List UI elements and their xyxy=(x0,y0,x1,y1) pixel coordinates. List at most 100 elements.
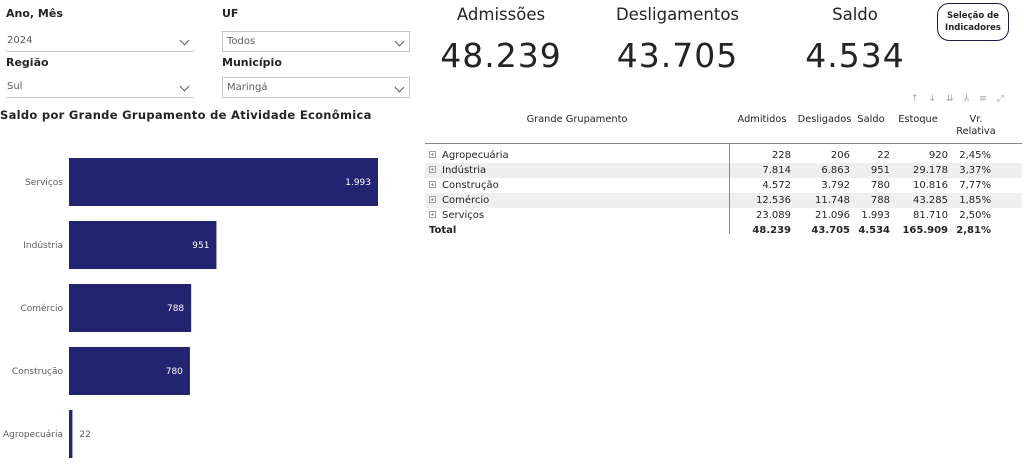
header-variacao-relativa[interactable]: Vr. Relativa xyxy=(948,108,1004,143)
header-grande-grupamento[interactable]: Grande Grupamento xyxy=(526,114,628,125)
slicer-ano-mes-dropdown[interactable]: 2024 xyxy=(6,31,194,52)
chevron-down-icon xyxy=(179,35,190,46)
header-variacao-line2: Relativa xyxy=(956,126,996,137)
cell-grupamento-text: Agropecuária xyxy=(442,150,509,161)
header-desligados[interactable]: Desligados xyxy=(797,114,852,125)
cell-grupamento: Total xyxy=(425,223,729,238)
kpi-saldo: Saldo 4.534 xyxy=(790,5,920,75)
saldo-bar-chart: Serviços 1.993 Indústria 951 Comércio 788 Cons… xyxy=(3,158,378,458)
bar-0[interactable] xyxy=(69,158,378,206)
cell-variacao: 7,77% xyxy=(959,180,991,191)
data-label: 1.993 xyxy=(345,178,371,188)
cell-grupamento: Indústria xyxy=(425,163,729,178)
slicer-regiao-dropdown[interactable]: Sul xyxy=(6,77,194,98)
table-row[interactable]: Serviços 23.089 21.096 1.993 81.710 2,50% xyxy=(425,208,1022,223)
category-label: Construção xyxy=(12,367,64,377)
slicer-municipio-value: Maringá xyxy=(227,82,268,93)
header-estoque[interactable]: Estoque xyxy=(898,114,938,125)
double-arrow-down-icon[interactable]: ⇊ xyxy=(946,94,954,104)
slicer-municipio-dropdown[interactable]: Maringá xyxy=(222,77,410,98)
data-label: 780 xyxy=(166,367,183,377)
cell-grupamento: Serviços xyxy=(425,208,729,223)
header-admitidos[interactable]: Admitidos xyxy=(737,114,787,125)
kpi-desligamentos: Desligamentos 43.705 xyxy=(600,5,755,75)
slicer-regiao: Região Sul xyxy=(6,55,194,98)
table-row[interactable]: Comércio 12.536 11.748 788 43.285 1,85% xyxy=(425,193,1022,208)
cell-variacao: 2,81% xyxy=(956,225,991,236)
matrix-body: Agropecuária 228 206 22 920 2,45% Indústria 7.8… xyxy=(425,144,1022,238)
kpi-desligamentos-label: Desligamentos xyxy=(615,5,740,24)
cell-grupamento: Construção xyxy=(425,178,729,193)
kpi-desligamentos-value: 43.705 xyxy=(616,36,739,75)
cell-desligados: 11.748 xyxy=(815,195,850,206)
cell-estoque: 29.178 xyxy=(913,165,948,176)
cell-admitidos: 4.572 xyxy=(762,180,791,191)
cell-grupamento-text: Construção xyxy=(442,180,499,191)
slicer-uf-label: UF xyxy=(222,7,239,20)
expand-hierarchy-icon[interactable]: ⅄ xyxy=(963,94,970,104)
cell-grupamento-text: Total xyxy=(429,225,457,236)
selecao-indicadores-line1: Seleção de xyxy=(947,11,999,21)
cell-variacao: 3,37% xyxy=(959,165,991,176)
category-label: Indústria xyxy=(23,241,63,251)
bar-2[interactable] xyxy=(69,284,192,332)
category-label: Comércio xyxy=(20,303,63,314)
cell-estoque: 165.909 xyxy=(902,225,948,236)
bar-4[interactable] xyxy=(69,410,73,458)
slicer-regiao-label: Região xyxy=(6,56,49,69)
cell-saldo: 951 xyxy=(870,165,890,176)
focus-mode-icon[interactable]: ⤢ xyxy=(996,94,1004,104)
table-row[interactable]: Construção 4.572 3.792 780 10.816 7,77% xyxy=(425,178,1022,193)
matrix-header: Grande Grupamento Admitidos Desligados S… xyxy=(425,108,1022,144)
cell-grupamento-text: Indústria xyxy=(442,165,487,176)
expand-plus-icon[interactable] xyxy=(429,196,436,203)
slicer-ano-mes-label: Ano, Mês xyxy=(6,7,63,20)
kpi-admissoes-value: 48.239 xyxy=(440,36,562,75)
cell-variacao: 2,50% xyxy=(959,210,991,221)
cell-admitidos: 7.814 xyxy=(762,165,791,176)
bar-3[interactable] xyxy=(69,347,190,395)
expand-plus-icon[interactable] xyxy=(429,151,436,158)
cell-grupamento: Agropecuária xyxy=(425,148,729,163)
data-label: 951 xyxy=(192,241,209,251)
table-row[interactable]: Agropecuária 228 206 22 920 2,45% xyxy=(425,148,1022,163)
chevron-down-icon xyxy=(394,82,405,93)
selecao-indicadores-line2: Indicadores xyxy=(945,23,1001,33)
cell-admitidos: 48.239 xyxy=(752,225,791,236)
cell-grupamento: Comércio xyxy=(425,193,729,208)
data-label: 22 xyxy=(79,430,90,440)
selecao-indicadores-button[interactable]: Seleção de Indicadores xyxy=(937,3,1009,41)
cell-grupamento-text: Comércio xyxy=(442,195,490,206)
cell-admitidos: 23.089 xyxy=(756,210,791,221)
table-row[interactable]: Indústria 7.814 6.863 951 29.178 3,37% xyxy=(425,163,1022,178)
slicer-municipio-label: Município xyxy=(222,56,282,69)
matrix-divider xyxy=(729,144,730,234)
table-total-row[interactable]: Total 48.239 43.705 4.534 165.909 2,81% xyxy=(425,223,1022,238)
slicer-ano-mes-value: 2024 xyxy=(7,35,33,46)
cell-estoque: 920 xyxy=(928,150,948,161)
slicer-uf-dropdown[interactable]: Todos xyxy=(222,31,410,52)
slicer-regiao-value: Sul xyxy=(7,81,23,92)
header-saldo[interactable]: Saldo xyxy=(857,114,885,125)
arrow-down-icon[interactable]: ↓ xyxy=(928,94,937,104)
chevron-down-icon xyxy=(179,81,190,92)
category-label: Agropecuária xyxy=(3,430,63,440)
header-variacao-line1: Vr. xyxy=(969,114,983,125)
expand-plus-icon[interactable] xyxy=(429,166,436,173)
cell-grupamento-text: Serviços xyxy=(442,210,485,221)
cell-desligados: 3.792 xyxy=(821,180,850,191)
category-label: Serviços xyxy=(25,178,63,188)
cell-saldo: 780 xyxy=(870,180,890,191)
filter-icon[interactable]: ≡ xyxy=(979,94,987,104)
kpi-admissoes-label: Admissões xyxy=(456,5,546,24)
expand-plus-icon[interactable] xyxy=(429,181,436,188)
chart-title: Saldo por Grande Grupamento de Atividade… xyxy=(0,108,372,122)
cell-variacao: 1,85% xyxy=(959,195,991,206)
cell-desligados: 206 xyxy=(830,150,850,161)
data-label: 788 xyxy=(167,304,184,314)
bar-1[interactable] xyxy=(69,221,217,269)
expand-plus-icon[interactable] xyxy=(429,211,436,218)
chevron-down-icon xyxy=(394,36,405,47)
arrow-up-icon[interactable]: ↑ xyxy=(911,94,919,104)
slicer-uf: UF Todos xyxy=(222,6,410,52)
